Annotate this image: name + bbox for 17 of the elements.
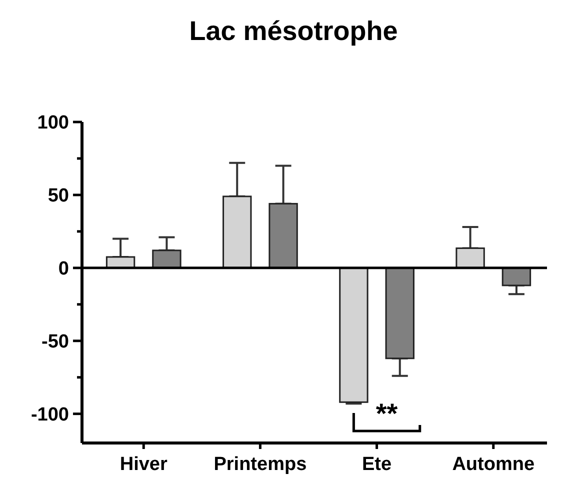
bar: [456, 247, 485, 269]
bar: [222, 196, 252, 269]
bar: [385, 267, 414, 360]
x-tick-label: Printemps: [214, 454, 307, 475]
y-tick-label: 50: [48, 186, 69, 207]
y-tick-label: -50: [42, 332, 69, 353]
x-tick-label: Hiver: [120, 454, 168, 475]
chart-title: Lac mésotrophe: [189, 16, 398, 46]
annotation: **: [376, 398, 398, 429]
x-tick-label: Ete: [362, 454, 392, 475]
y-tick-label: -100: [30, 404, 69, 426]
y-tick-label: 0: [58, 258, 69, 280]
bar: [152, 250, 182, 269]
y-tick-label: 100: [37, 112, 69, 134]
x-tick-label: Automne: [452, 454, 535, 475]
bar: [268, 202, 298, 269]
bar: [339, 267, 368, 403]
